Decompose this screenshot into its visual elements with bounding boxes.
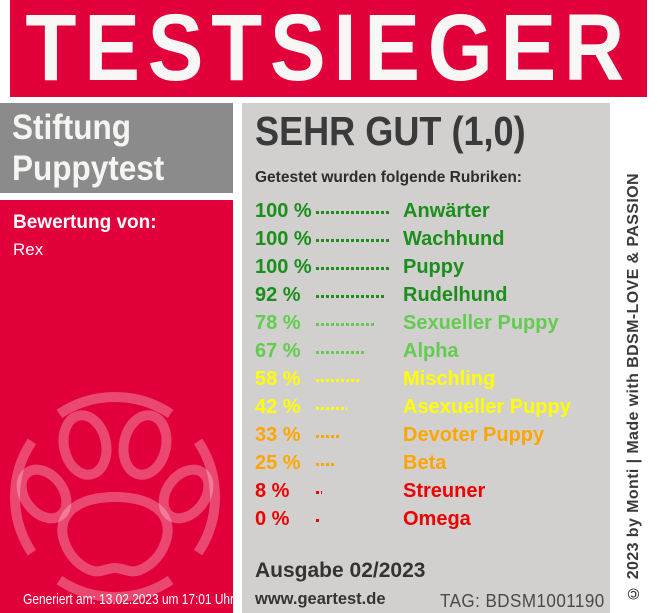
issue-label: Ausgabe 02/2023 — [255, 559, 426, 582]
rubric-row: 0 % Omega — [255, 506, 600, 534]
rubric-label: Mischling — [403, 368, 496, 390]
rubric-label: Beta — [403, 452, 447, 474]
rubric-label: Omega — [403, 508, 471, 530]
rubric-intro: Getestet wurden folgende Rubriken: — [255, 169, 522, 186]
paw-print-icon — [0, 382, 230, 612]
rubric-row: 100 % Anwärter — [255, 198, 600, 226]
rubric-dash-line — [316, 435, 340, 438]
rubric-percentage: 67 % — [255, 340, 301, 362]
rubric-row: 92 % Rudelhund — [255, 282, 600, 310]
rubric-row: 78 % Sexueller Puppy — [255, 310, 600, 338]
rubric-percentage: 78 % — [255, 312, 301, 334]
rubric-dash-line — [316, 519, 320, 522]
rubric-percentage: 8 % — [255, 480, 290, 502]
rated-by-name: Rex — [13, 240, 44, 259]
rubric-label: Rudelhund — [403, 284, 508, 306]
website-label: www.geartest.de — [255, 590, 386, 608]
rubric-label: Wachhund — [403, 228, 505, 250]
rubric-row: 100 % Wachhund — [255, 226, 600, 254]
rubric-dash-line — [316, 267, 390, 270]
result-panel: SEHR GUT (1,0) Getestet wurden folgende … — [242, 103, 610, 613]
rubric-row: 58 % Mischling — [255, 366, 600, 394]
rubric-dash-line — [316, 323, 374, 326]
rubric-list: 100 % Anwärter 100 % Wachhund 100 % Puppy 92 %… — [255, 198, 600, 534]
rubric-percentage: 100 % — [255, 256, 312, 278]
rubric-label: Puppy — [403, 256, 465, 278]
rubric-dash-line — [316, 407, 347, 410]
rubric-dash-line — [316, 379, 359, 382]
rubric-row: 100 % Puppy — [255, 254, 600, 282]
rubric-row: 67 % Alpha — [255, 338, 600, 366]
rubric-dash-line — [316, 211, 390, 214]
rubric-label: Asexueller Puppy — [403, 396, 571, 418]
organization-name: Stiftung Puppytest — [12, 107, 164, 189]
rubric-dash-line — [316, 295, 384, 298]
tag-label: TAG: BDSM1001190 — [440, 590, 605, 611]
rating-box: Bewertung von: Rex Generiert am: 13.02.2… — [0, 200, 233, 613]
rubric-row: 33 % Devoter Puppy — [255, 422, 600, 450]
org-line2: Puppytest — [12, 149, 165, 188]
rating-label: Bewertung von: — [13, 212, 157, 233]
rubric-percentage: 25 % — [255, 452, 301, 474]
rubric-percentage: 33 % — [255, 424, 301, 446]
rubric-label: Anwärter — [403, 200, 490, 222]
rubric-row: 8 % Streuner — [255, 478, 600, 506]
rubric-percentage: 100 % — [255, 200, 312, 222]
rubric-label: Alpha — [403, 340, 459, 362]
rubric-percentage: 0 % — [255, 508, 290, 530]
testsieger-banner: TESTSIEGER — [10, 0, 647, 97]
rubric-dash-line — [316, 491, 322, 494]
rubric-row: 42 % Asexueller Puppy — [255, 394, 600, 422]
rubric-label: Sexueller Puppy — [403, 312, 559, 334]
rubric-row: 25 % Beta — [255, 450, 600, 478]
rubric-dash-line — [316, 463, 335, 466]
org-line1: Stiftung — [12, 108, 131, 147]
organization-box: Stiftung Puppytest — [0, 103, 233, 193]
rubric-percentage: 42 % — [255, 396, 301, 418]
copyright-vertical-text: © 2023 by Monti | Made with BDSM-LOVE & … — [625, 172, 642, 601]
generated-timestamp: Generiert am: 13.02.2023 um 17:01 Uhr — [23, 592, 233, 608]
banner-title: TESTSIEGER — [25, 0, 632, 97]
rubric-percentage: 58 % — [255, 368, 301, 390]
rubric-dash-line — [316, 351, 366, 354]
rubric-label: Devoter Puppy — [403, 424, 545, 446]
grade-heading: SEHR GUT (1,0) — [255, 108, 526, 154]
rubric-percentage: 92 % — [255, 284, 301, 306]
rubric-dash-line — [316, 239, 390, 242]
rubric-percentage: 100 % — [255, 228, 312, 250]
rubric-label: Streuner — [403, 480, 486, 502]
